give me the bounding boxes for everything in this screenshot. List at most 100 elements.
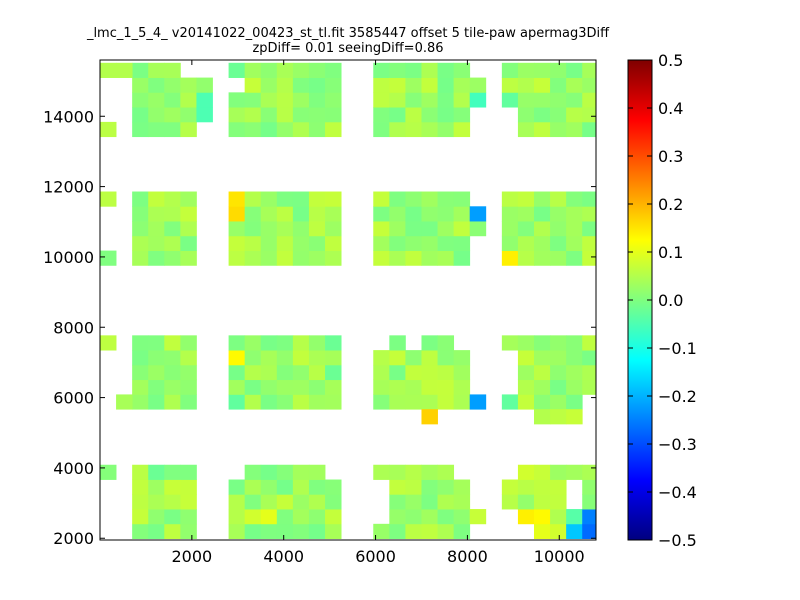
heatmap-cell [308,464,326,480]
heatmap-cell [517,394,535,410]
heatmap-cell [244,335,262,351]
heatmap-cell [164,494,181,510]
heatmap-cell [292,379,310,395]
heatmap-cell [405,121,422,138]
heatmap-cell [453,250,471,266]
heatmap-cell [276,121,294,138]
heatmap-cell [550,107,567,123]
heatmap-cell [308,335,326,351]
heatmap-cell [566,350,583,366]
heatmap-cell [260,206,278,222]
heatmap-cell [260,235,278,251]
heatmap-cell [389,235,406,251]
heatmap-cell [566,394,583,410]
heatmap-cell [550,364,567,381]
heatmap-cell [148,394,165,410]
heatmap-cell [469,221,487,237]
heatmap-cell [132,92,149,108]
heatmap-cell [276,394,294,410]
heatmap-cell [228,509,246,525]
heatmap-cell [550,191,567,207]
heatmap-cell [260,379,278,395]
heatmap-cell [501,92,519,108]
heatmap-cell [437,206,455,222]
heatmap-cell [100,62,117,78]
heatmap-cell [550,350,567,366]
heatmap-cell [534,409,551,425]
heatmap-cell [582,464,597,480]
heatmap-cell [421,335,438,351]
heatmap-cell [373,62,390,78]
heatmap-cell [550,62,567,78]
heatmap-cell [228,394,246,410]
heatmap-cell [389,394,406,410]
heatmap-cell [453,191,471,207]
heatmap-cell [566,121,583,138]
heatmap-cell [501,394,519,410]
heatmap-cell [180,364,197,381]
heatmap-cell [164,250,181,266]
heatmap-cell [100,121,117,138]
heatmap-cell [164,523,181,539]
heatmap-cell [550,394,567,410]
heatmap-cell [534,235,551,251]
heatmap-cell [260,509,278,525]
heatmap-cell [469,206,487,222]
heatmap-cell [148,494,165,510]
heatmap-cell [582,235,597,251]
heatmap-cell [437,235,455,251]
heatmap-cell [534,464,551,480]
heatmap-cell [244,379,262,395]
heatmap-cell [421,235,438,251]
heatmap-cell [389,479,406,495]
heatmap-cell [196,77,213,93]
heatmap-cell [582,335,597,351]
heatmap-cell [244,206,262,222]
heatmap-cell [405,494,422,510]
heatmap-cell [228,235,246,251]
heatmap-cell [244,479,262,495]
heatmap-cell [389,494,406,510]
heatmap-cell [325,107,342,123]
heatmap-cell [517,350,535,366]
heatmap-cell [196,107,213,123]
heatmap-cell [437,62,455,78]
heatmap-cell [276,364,294,381]
heatmap-cell [550,379,567,395]
heatmap-cell [437,92,455,108]
heatmap-cell [132,335,149,351]
heatmap-cell [228,364,246,381]
heatmap-cell [180,379,197,395]
heatmap-cell [437,350,455,366]
heatmap-cell [534,191,551,207]
heatmap-cell [292,494,310,510]
heatmap-cell [132,494,149,510]
heatmap-cell [437,335,455,351]
heatmap-cell [437,191,455,207]
heatmap-cell [148,206,165,222]
heatmap-cell [132,206,149,222]
heatmap-cell [228,379,246,395]
heatmap-cell [308,121,326,138]
heatmap-cell [517,191,535,207]
heatmap-cell [517,62,535,78]
heatmap-cell [276,191,294,207]
heatmap-cell [180,523,197,539]
heatmap-cell [228,121,246,138]
heatmap-cell [308,494,326,510]
heatmap-cell [405,235,422,251]
heatmap-cell [292,62,310,78]
heatmap-cell [437,479,455,495]
heatmap-cell [244,364,262,381]
heatmap-cell [260,77,278,93]
heatmap-cell [148,479,165,495]
y-tick-label: 10000 [43,248,94,267]
heatmap-cell [389,464,406,480]
heatmap-cell [100,250,117,266]
heatmap-cell [244,191,262,207]
heatmap-cell [389,206,406,222]
heatmap-cell [132,523,149,539]
heatmap-cell [582,523,597,539]
heatmap-cell [373,523,390,539]
heatmap-cell [534,350,551,366]
